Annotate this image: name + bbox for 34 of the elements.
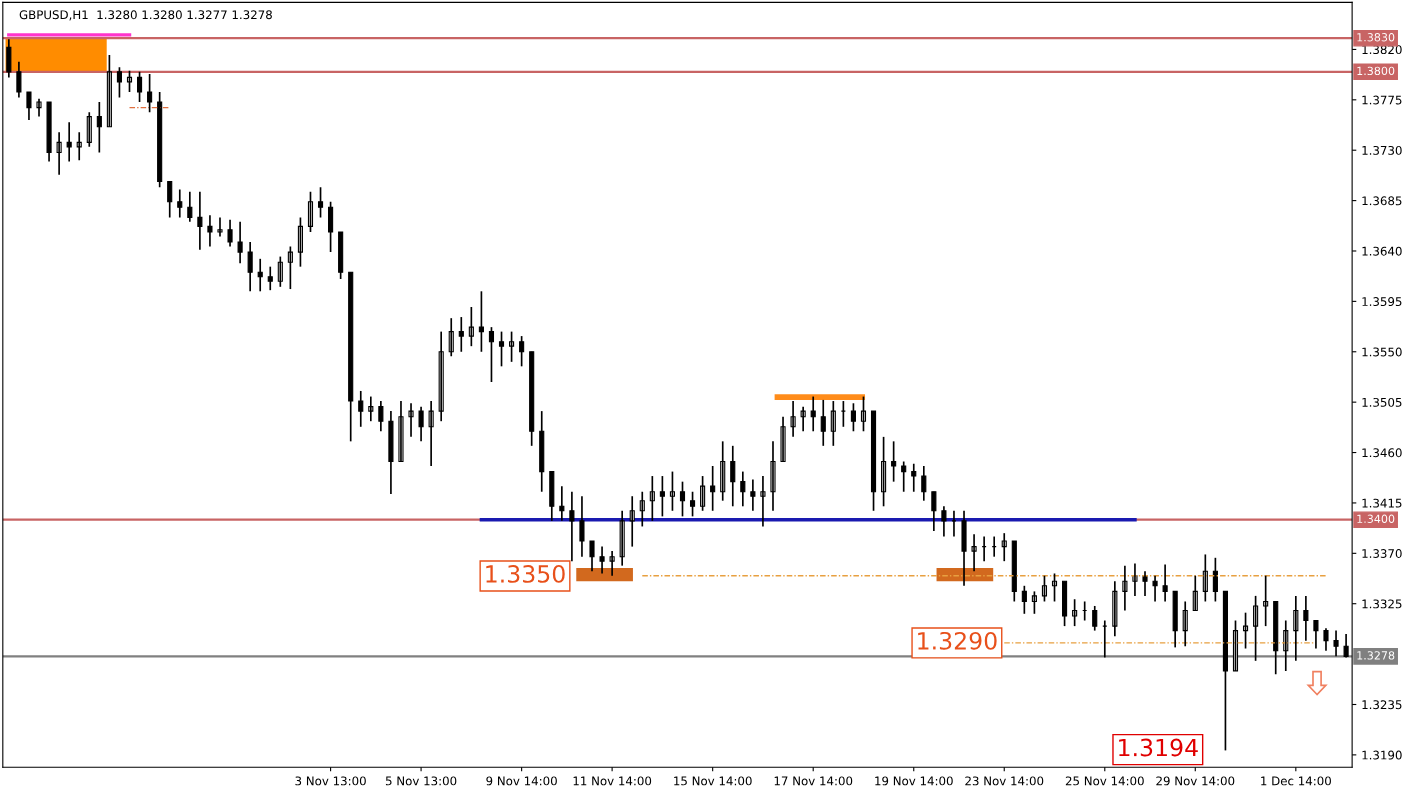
- x-tick-label: 1 Dec 14:00: [1261, 776, 1331, 786]
- ref-line-label: 1.3400: [1357, 514, 1395, 523]
- y-tick-label: 1.3595: [1362, 297, 1402, 307]
- x-tick-label: 5 Nov 13:00: [385, 776, 457, 786]
- ref-line-label: 1.3800: [1357, 66, 1395, 76]
- ref-line-label: 1.3278: [1357, 651, 1395, 660]
- ref-line-label: 1.3830: [1357, 33, 1395, 42]
- y-tick-label: 1.3640: [1362, 246, 1402, 256]
- candlestick: [217, 216, 223, 238]
- x-tick-label: 23 Nov 14:00: [965, 776, 1044, 786]
- x-tick-label: 17 Nov 14:00: [774, 776, 853, 786]
- y-tick-label: 1.3685: [1362, 196, 1402, 206]
- text: GBPUSD,H1 1.3280 1.3280 1.3277 1.3278: [19, 10, 272, 21]
- x-tick-label: 9 Nov 14:00: [486, 776, 557, 786]
- y-tick-label: 1.3775: [1362, 95, 1402, 105]
- y-tick-label: 1.3190: [1362, 750, 1402, 760]
- x-tick-label: 25 Nov 14:00: [1065, 776, 1144, 786]
- y-tick-label: 1.3415: [1362, 498, 1402, 508]
- x-tick-label: 19 Nov 14:00: [875, 776, 953, 786]
- y-tick-label: 1.3370: [1362, 549, 1402, 558]
- y-tick-label: 1.3460: [1362, 448, 1402, 458]
- y-tick-label: 1.3820: [1362, 45, 1402, 55]
- y-tick-label: 1.3550: [1362, 347, 1402, 357]
- annotation: 1.3194: [1119, 738, 1198, 757]
- annotation: 1.3350: [486, 564, 565, 583]
- annotation: 1.3290: [918, 631, 997, 650]
- y-tick-label: 1.3325: [1362, 599, 1402, 609]
- x-tick-label: 15 Nov 14:00: [674, 776, 752, 786]
- x-tick-label: 29 Nov 14:00: [1156, 776, 1235, 786]
- x-tick-label: 11 Nov 14:00: [573, 776, 652, 786]
- y-tick-label: 1.3235: [1362, 700, 1402, 710]
- x-tick-label: 3 Nov 13:00: [295, 776, 366, 786]
- y-tick-label: 1.3505: [1362, 397, 1402, 407]
- y-tick-label: 1.3730: [1362, 145, 1402, 155]
